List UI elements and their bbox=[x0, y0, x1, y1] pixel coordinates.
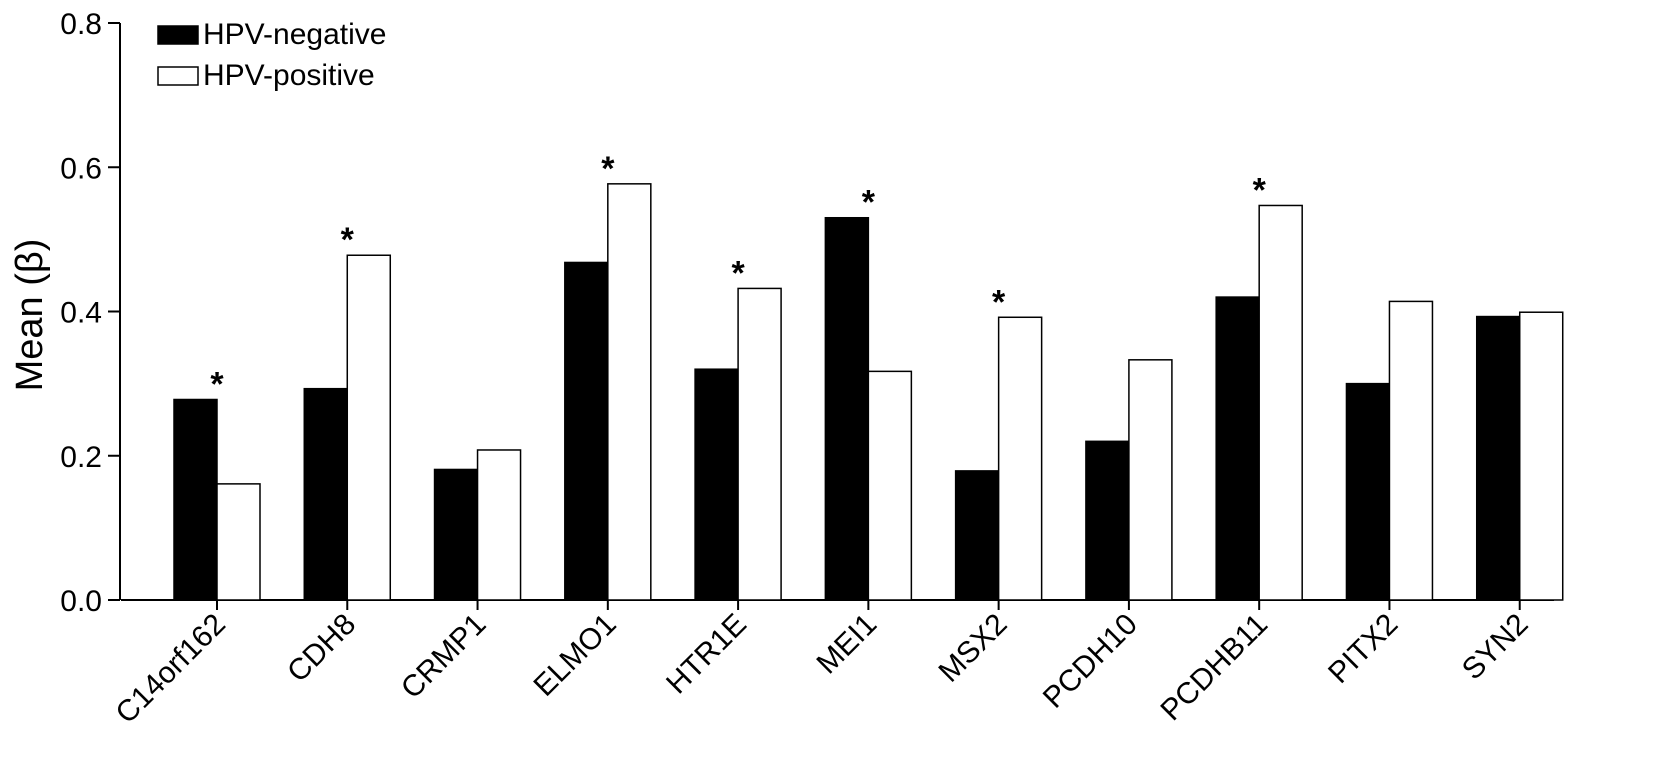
chart-legend: HPV-negative HPV-positive bbox=[157, 18, 386, 92]
bar-hpv-positive bbox=[997, 316, 1043, 601]
category-label: MEI1 bbox=[810, 608, 883, 681]
category-label: HTR1E bbox=[660, 608, 753, 701]
category-label: CDH8 bbox=[281, 608, 362, 689]
bar-hpv-positive bbox=[1258, 204, 1303, 601]
y-tick-label: 0.8 bbox=[60, 8, 102, 41]
category-label: PCDH10 bbox=[1037, 608, 1144, 715]
bar-hpv-positive bbox=[1128, 359, 1173, 601]
bar-hpv-negative bbox=[1215, 296, 1260, 601]
category-label: PITX2 bbox=[1322, 608, 1404, 690]
significance-marker: * bbox=[731, 254, 745, 292]
significance-markers: * * * * * * * bbox=[210, 150, 1266, 404]
legend-swatch-hpv-positive bbox=[157, 66, 199, 86]
chart-axes: 0.0 0.2 0.4 0.6 0.8 bbox=[60, 8, 1554, 618]
significance-marker: * bbox=[862, 184, 876, 222]
bar-hpv-negative bbox=[433, 468, 479, 601]
bar-hpv-negative bbox=[173, 398, 218, 601]
bar-hpv-positive bbox=[867, 370, 913, 601]
category-label: CRMP1 bbox=[395, 608, 493, 706]
legend-swatch-hpv-negative bbox=[157, 25, 199, 45]
chart-bars bbox=[173, 183, 1564, 601]
y-tick-label: 0.0 bbox=[60, 585, 102, 618]
bar-hpv-negative bbox=[564, 261, 609, 601]
bar-hpv-positive bbox=[1518, 311, 1564, 601]
bar-hpv-negative bbox=[303, 387, 349, 601]
bar-hpv-positive bbox=[737, 287, 782, 601]
bar-hpv-negative bbox=[1345, 382, 1391, 601]
y-axis-label: Mean (β) bbox=[9, 239, 51, 392]
category-labels: C14orf162 CDH8 CRMP1 ELMO1 HTR1E MEI1 MSX2 PCDH… bbox=[110, 608, 1535, 730]
bar-hpv-positive bbox=[607, 183, 652, 601]
bar-hpv-positive bbox=[346, 254, 392, 601]
legend-label-hpv-positive: HPV-positive bbox=[203, 59, 375, 92]
category-label: PCDHB11 bbox=[1155, 608, 1275, 728]
category-label: C14orf162 bbox=[110, 608, 232, 730]
y-tick-label: 0.6 bbox=[60, 152, 102, 185]
category-label: ELMO1 bbox=[528, 608, 623, 703]
bar-hpv-negative bbox=[1475, 315, 1521, 601]
significance-marker: * bbox=[601, 150, 615, 188]
y-tick-label: 0.2 bbox=[60, 441, 102, 474]
bar-hpv-positive bbox=[216, 483, 261, 601]
y-tick-label: 0.4 bbox=[60, 297, 102, 330]
significance-marker: * bbox=[992, 283, 1006, 321]
bar-hpv-positive bbox=[476, 449, 522, 601]
bar-hpv-negative bbox=[824, 216, 870, 601]
legend-label-hpv-negative: HPV-negative bbox=[203, 18, 386, 51]
category-label: MSX2 bbox=[932, 608, 1013, 689]
category-label: SYN2 bbox=[1456, 608, 1535, 687]
bar-hpv-positive bbox=[1388, 300, 1434, 601]
significance-marker: * bbox=[210, 365, 224, 403]
bar-hpv-negative bbox=[1085, 440, 1130, 601]
bar-hpv-negative bbox=[954, 470, 1000, 601]
bar-hpv-negative bbox=[694, 368, 739, 601]
significance-marker: * bbox=[1253, 171, 1267, 209]
significance-marker: * bbox=[341, 221, 355, 259]
